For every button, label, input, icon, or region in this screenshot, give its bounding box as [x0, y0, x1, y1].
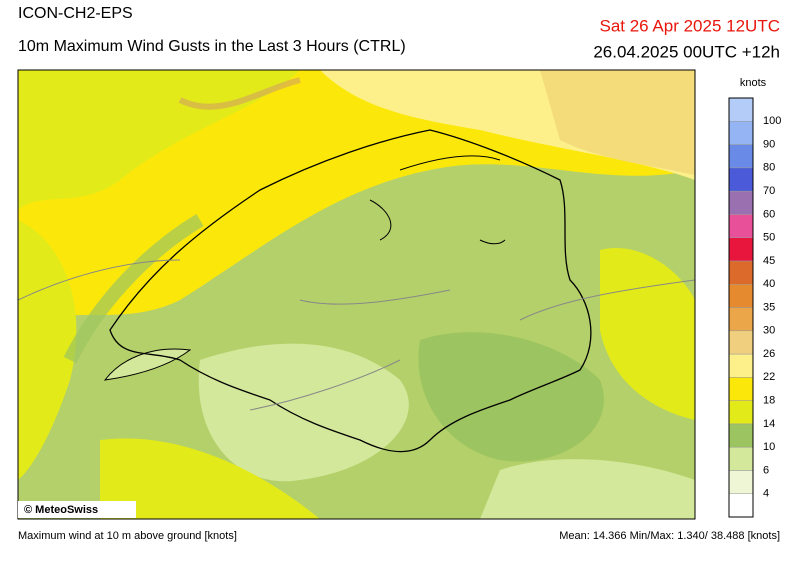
colorbar-label: 35 — [763, 301, 775, 313]
colorbar-unit: knots — [740, 77, 767, 89]
colorbar-box — [728, 190, 754, 215]
colorbar-label: 40 — [763, 278, 775, 290]
colorbar-label: 26 — [763, 348, 775, 360]
colorbar-label: 70 — [763, 185, 775, 197]
colorbar-label: 50 — [763, 232, 775, 244]
colorbar-label: 80 — [763, 162, 775, 174]
colorbar-box — [728, 144, 754, 169]
credit: © MeteoSwiss — [24, 504, 98, 516]
colorbar-label: 10 — [763, 441, 775, 453]
colorbar: knots 4 6 10 14 18 22 26 30 35 40 45 50 60 70 80 90 100 — [728, 77, 781, 518]
colorbar-box — [728, 493, 754, 518]
colorbar-box — [728, 446, 754, 471]
colorbar-label: 18 — [763, 395, 775, 407]
colorbar-box — [728, 377, 754, 401]
footer-stats: Mean: 14.366 Min/Max: 1.340/ 38.488 [kno… — [559, 530, 780, 542]
map-title: 10m Maximum Wind Gusts in the Last 3 Hou… — [18, 38, 406, 55]
model-name: ICON-CH2-EPS — [18, 5, 133, 22]
colorbar-label: 22 — [763, 371, 775, 383]
colorbar-box — [728, 214, 754, 238]
colorbar-box — [728, 97, 754, 122]
colorbar-box — [728, 470, 754, 494]
colorbar-box — [728, 121, 754, 145]
colorbar-label: 30 — [763, 325, 775, 337]
colorbar-box — [728, 400, 754, 425]
colorbar-box — [728, 237, 754, 262]
run-time: 26.04.2025 00UTC +12h — [593, 42, 780, 61]
colorbar-label: 4 — [763, 488, 769, 500]
colorbar-label: 6 — [763, 464, 769, 476]
colorbar-box — [728, 167, 754, 192]
colorbar-box — [728, 307, 754, 332]
colorbar-label: 100 — [763, 115, 781, 127]
colorbar-label: 60 — [763, 208, 775, 220]
colorbar-label: 90 — [763, 138, 775, 150]
colorbar-box — [728, 353, 754, 378]
footer-description: Maximum wind at 10 m above ground [knots… — [18, 530, 237, 542]
colorbar-label: 45 — [763, 255, 775, 267]
colorbar-box — [728, 330, 754, 355]
valid-time: Sat 26 Apr 2025 12UTC — [599, 16, 780, 35]
colorbar-box — [728, 260, 754, 285]
credit-box — [18, 501, 136, 518]
colorbar-frame — [728, 97, 754, 518]
colorbar-box — [728, 423, 754, 448]
colorbar-label: 14 — [763, 418, 775, 430]
colorbar-box — [728, 283, 754, 308]
map: © MeteoSwiss — [17, 69, 696, 520]
